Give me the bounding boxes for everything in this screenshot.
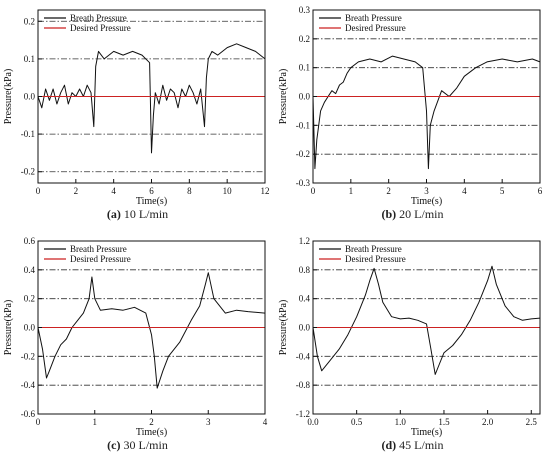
chart-d-legend-label-1: Desired Pressure	[345, 254, 406, 264]
chart-b-y-tick-label-3: 0.0	[299, 92, 311, 102]
chart-d-series-breath-pressure-line	[312, 265, 541, 375]
chart-a-x-tick-label-3: 6	[149, 186, 154, 196]
chart-d-x-tick-label-4: 2.0	[482, 417, 494, 427]
chart-a-y-tick-label-0: -0.2	[21, 167, 35, 177]
chart-b-legend-label-0: Breath Pressure	[345, 13, 402, 23]
chart-d-x-tick-label-2: 1.0	[395, 417, 407, 427]
chart-a-x-tick-label-1: 2	[74, 186, 79, 196]
chart-d-y-axis-title: Pressure(kPa)	[278, 300, 289, 356]
chart-c-y-tick-label-0: -0.6	[21, 409, 36, 419]
chart-b-x-tick-label-6: 6	[538, 186, 543, 196]
chart-b-y-tick-label-2: -0.1	[296, 120, 310, 130]
chart-b-x-tick-label-3: 3	[424, 186, 429, 196]
chart-d-legend-label-0: Breath Pressure	[345, 244, 402, 254]
chart-c-y-tick-label-6: 0.6	[24, 236, 36, 246]
chart-c-legend-label-1: Desired Pressure	[70, 254, 131, 264]
chart-b-y-tick-label-5: 0.2	[299, 34, 310, 44]
chart-b-x-tick-label-5: 5	[500, 186, 505, 196]
chart-b-y-tick-label-6: 0.3	[299, 5, 311, 15]
chart-a-x-tick-label-4: 8	[187, 186, 192, 196]
chart-a-y-tick-label-3: 0.1	[24, 54, 35, 64]
chart-c-x-axis-title: Time(s)	[136, 427, 167, 438]
chart-d-x-tick-label-5: 2.5	[526, 417, 538, 427]
chart-d-y-tick-label-5: 0.8	[299, 265, 311, 275]
chart-b-y-tick-label-0: -0.3	[296, 178, 311, 188]
chart-d-caption: (d) 45 L/min	[275, 438, 550, 453]
chart-b-legend-label-1: Desired Pressure	[345, 23, 406, 33]
chart-c-panel-label: (c)	[107, 438, 121, 452]
chart-c-x-tick-label-0: 0	[36, 417, 41, 427]
chart-a-series-breath-pressure-line	[37, 43, 266, 154]
chart-a-caption: (a) 10 L/min	[0, 207, 275, 222]
chart-a-panel-label: (a)	[106, 207, 121, 221]
chart-a-x-tick-label-6: 12	[261, 186, 270, 196]
chart-d-y-tick-label-6: 1.2	[299, 236, 310, 246]
chart-c-x-tick-label-2: 2	[149, 417, 154, 427]
chart-b-panel-label: (b)	[381, 207, 397, 221]
chart-d-panel-label: (d)	[381, 438, 397, 452]
chart-c-x-tick-label-1: 1	[93, 417, 98, 427]
chart-d-x-tick-label-3: 1.5	[438, 417, 450, 427]
chart-d-plot: 0.0 0.5 1.0 1.5 2.0 2.5 -1.2 -0.8 -0.4 0.0 0.4 0.8 1…	[278, 236, 541, 438]
chart-b-series-breath-pressure-line	[312, 55, 541, 170]
chart-a-caption-text: 10 L/min	[123, 207, 169, 221]
chart-d-y-tick-label-3: 0.0	[299, 323, 311, 333]
chart-d-x-axis-title: Time(s)	[411, 427, 442, 438]
chart-c-y-tick-label-2: -0.2	[21, 351, 35, 361]
chart-c-x-tick-label-3: 3	[206, 417, 211, 427]
chart-c-legend-label-0: Breath Pressure	[70, 244, 127, 254]
chart-d-y-tick-label-4: 0.4	[299, 294, 311, 304]
chart-c-caption-text: 30 L/min	[123, 438, 168, 452]
chart-c-y-tick-label-4: 0.2	[24, 294, 35, 304]
chart-a-x-tick-label-0: 0	[36, 186, 41, 196]
chart-c-y-tick-label-3: 0.0	[24, 323, 36, 333]
chart-a-x-axis-title: Time(s)	[136, 196, 167, 207]
chart-c-x-tick-label-4: 4	[263, 417, 268, 427]
chart-b-x-tick-label-1: 1	[349, 186, 354, 196]
chart-d-x-tick-label-1: 0.5	[351, 417, 363, 427]
chart-a-y-tick-label-1: -0.1	[21, 129, 35, 139]
chart-a-x-tick-label-2: 4	[111, 186, 116, 196]
chart-d-y-tick-label-2: -0.4	[296, 351, 311, 361]
chart-a-y-tick-label-4: 0.2	[24, 16, 35, 26]
chart-panel-b: 0 1 2 3 4 5 6 -0.3 -0.2 -0.1 0.0 0.1 0.2 0.3 Time(s) Pr…	[275, 0, 550, 231]
chart-d-x-tick-label-0: 0.0	[307, 417, 319, 427]
chart-a-x-tick-label-5: 10	[223, 186, 233, 196]
chart-b-y-tick-label-4: 0.1	[299, 63, 310, 73]
chart-d-y-tick-label-0: -1.2	[296, 409, 310, 419]
chart-panel-c: 0 1 2 3 4 -0.6 -0.4 -0.2 0.0 0.2 0.4 0.6 Time(s) Pres…	[0, 231, 275, 462]
chart-b-y-axis-title: Pressure(kPa)	[278, 69, 289, 125]
chart-a-legend-label-1: Desired Pressure	[70, 23, 131, 33]
chart-d-y-tick-label-1: -0.8	[296, 380, 311, 390]
chart-b-x-axis-title: Time(s)	[411, 196, 442, 207]
chart-a-y-axis-title: Pressure(kPa)	[3, 69, 14, 125]
chart-b-caption: (b) 20 L/min	[275, 207, 550, 222]
chart-c-plot: 0 1 2 3 4 -0.6 -0.4 -0.2 0.0 0.2 0.4 0.6 Time(s) Pres…	[3, 236, 268, 438]
chart-a-plot: 0 2 4 6 8 10 12 -0.2 -0.1 0.0 0.1 0.2 Time(s) Pressur…	[3, 9, 270, 207]
chart-c-y-tick-label-5: 0.4	[24, 265, 36, 275]
chart-a-legend-label-0: Breath Pressure	[70, 13, 127, 23]
chart-d-caption-text: 45 L/min	[399, 438, 444, 452]
chart-c-series-breath-pressure-line	[37, 272, 266, 389]
chart-b-x-tick-label-4: 4	[462, 186, 467, 196]
chart-panel-d: 0.0 0.5 1.0 1.5 2.0 2.5 -1.2 -0.8 -0.4 0.0 0.4 0.8 1…	[275, 231, 550, 462]
chart-b-x-tick-label-0: 0	[311, 186, 316, 196]
chart-b-x-tick-label-2: 2	[386, 186, 391, 196]
chart-b-caption-text: 20 L/min	[399, 207, 444, 221]
chart-b-plot: 0 1 2 3 4 5 6 -0.3 -0.2 -0.1 0.0 0.1 0.2 0.3 Time(s) Pr…	[278, 5, 543, 207]
chart-b-y-tick-label-1: -0.2	[296, 149, 310, 159]
chart-c-y-axis-title: Pressure(kPa)	[3, 300, 14, 356]
chart-panel-a: 0 2 4 6 8 10 12 -0.2 -0.1 0.0 0.1 0.2 Time(s) Pressur…	[0, 0, 275, 231]
chart-a-y-tick-label-2: 0.0	[24, 92, 36, 102]
chart-c-caption: (c) 30 L/min	[0, 438, 275, 453]
chart-c-y-tick-label-1: -0.4	[21, 380, 36, 390]
